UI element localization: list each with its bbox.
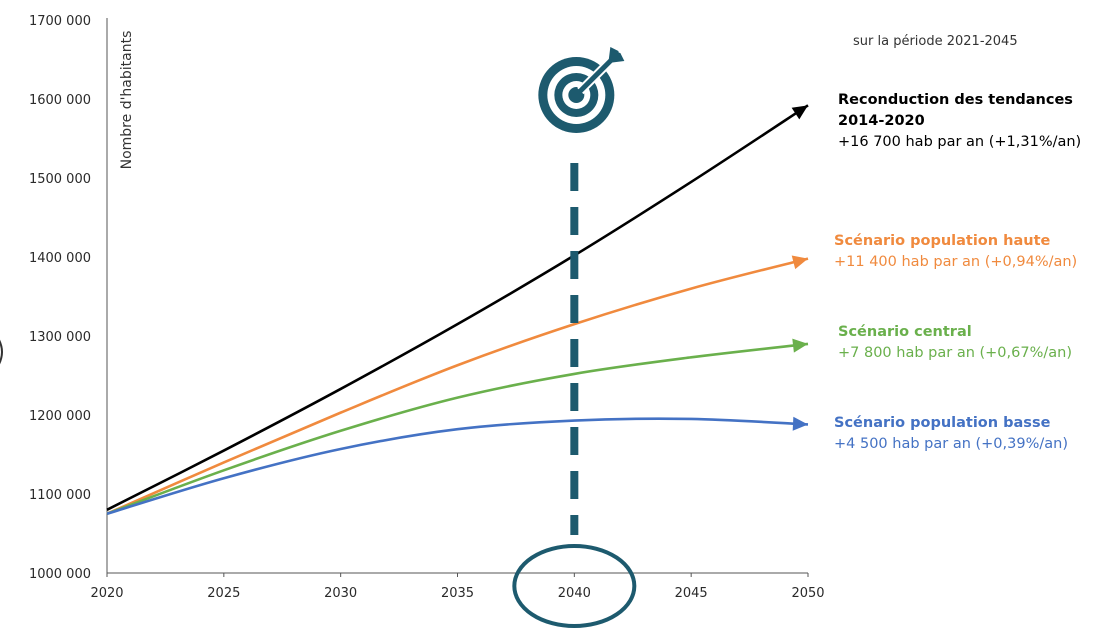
series-name: Reconduction des tendances <box>838 92 1073 108</box>
x-tick-label: 2030 <box>324 586 357 601</box>
series-arrowhead <box>792 416 808 431</box>
x-tick-label: 2025 <box>207 586 240 601</box>
y-tick-label: 1700 000 <box>29 14 91 29</box>
x-tick-label: 2040 <box>558 586 591 601</box>
series-arrowhead <box>791 105 808 120</box>
y-axis-label: Nombre d'habitants <box>119 31 135 170</box>
series-rate: +4 500 hab par an (+0,39%/an) <box>834 436 1068 452</box>
series-arrowhead <box>791 255 808 270</box>
y-tick-label: 1100 000 <box>29 488 91 503</box>
legend-label-central: Scénario central +7 800 hab par an (+0,6… <box>838 322 1072 364</box>
series-name: Scénario central <box>838 324 972 340</box>
y-tick-label: 1400 000 <box>29 251 91 266</box>
series-rate: +16 700 hab par an (+1,31%/an) <box>838 134 1082 150</box>
y-tick-label: 1600 000 <box>29 93 91 108</box>
series-line <box>106 257 809 515</box>
x-tick-label: 2050 <box>791 586 824 601</box>
y-tick-label: 1200 000 <box>29 409 91 424</box>
series-name: Scénario population basse <box>834 415 1051 431</box>
target-icon <box>538 47 625 133</box>
series-name: Scénario population haute <box>834 233 1051 249</box>
y-tick-label: 1500 000 <box>29 172 91 187</box>
legend-label-basse: Scénario population basse +4 500 hab par… <box>834 413 1068 455</box>
y-tick-label: 1300 000 <box>29 330 91 345</box>
period-note: sur la période 2021-2045 <box>853 34 1018 49</box>
series-line <box>106 342 809 515</box>
x-tick-label: 2045 <box>675 586 708 601</box>
legend-label-tendances: Reconduction des tendances 2014-2020 +16… <box>838 90 1081 153</box>
legend-label-haute: Scénario population haute +11 400 hab pa… <box>834 231 1077 273</box>
series-line <box>106 104 809 511</box>
x-tick-label: 2020 <box>90 586 123 601</box>
series-name: 2014-2020 <box>838 113 925 129</box>
series-rate: +7 800 hab par an (+0,67%/an) <box>838 345 1072 361</box>
series-arrowhead <box>792 338 808 353</box>
target-year-circle <box>512 544 637 628</box>
edge-fragment <box>0 339 3 365</box>
y-tick-label: 1000 000 <box>29 567 91 582</box>
x-tick-label: 2035 <box>441 586 474 601</box>
series-line <box>106 417 809 515</box>
series-rate: +11 400 hab par an (+0,94%/an) <box>834 254 1078 270</box>
